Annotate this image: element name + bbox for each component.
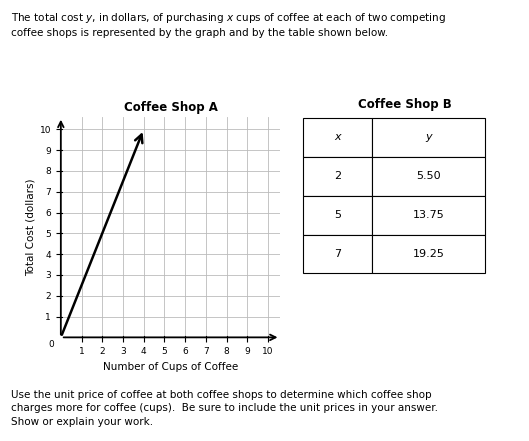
X-axis label: Number of Cups of Coffee: Number of Cups of Coffee [103, 362, 238, 372]
Text: The total cost $y$, in dollars, of purchasing $x$ cups of coffee at each of two : The total cost $y$, in dollars, of purch… [11, 11, 445, 38]
Text: 5.50: 5.50 [416, 171, 441, 181]
Text: 5: 5 [334, 210, 341, 220]
Text: 0: 0 [49, 340, 54, 349]
Bar [372, 157, 485, 196]
Bar [303, 235, 372, 273]
Title: Coffee Shop A: Coffee Shop A [124, 101, 217, 114]
Title: Coffee Shop B: Coffee Shop B [358, 98, 452, 111]
Text: 2: 2 [334, 171, 341, 181]
Bar [303, 118, 372, 157]
Text: Use the unit price of coffee at both coffee shops to determine which coffee shop: Use the unit price of coffee at both cof… [11, 390, 437, 427]
Bar [303, 196, 372, 235]
Bar [303, 157, 372, 196]
Bar [372, 235, 485, 273]
Text: y: y [425, 132, 432, 142]
Bar [372, 196, 485, 235]
Text: 13.75: 13.75 [413, 210, 444, 220]
Text: 19.25: 19.25 [413, 249, 444, 259]
Text: x: x [334, 132, 341, 142]
Y-axis label: Total Cost (dollars): Total Cost (dollars) [25, 178, 35, 276]
Text: 7: 7 [334, 249, 341, 259]
Bar [372, 118, 485, 157]
